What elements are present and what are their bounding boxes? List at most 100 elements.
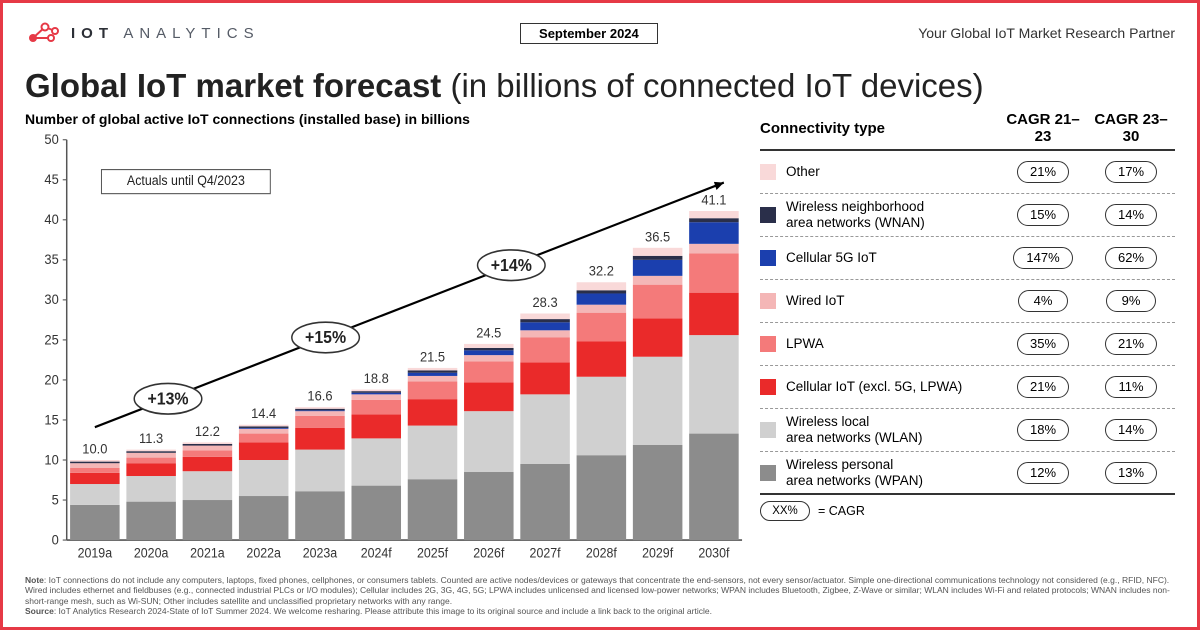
bar-wpan [126, 502, 176, 540]
legend-row: Other21%17% [760, 151, 1175, 194]
bar-wlan [239, 460, 289, 496]
bar-lpwa [183, 450, 233, 456]
legend-cagr2: 11% [1087, 376, 1175, 398]
brand-text: IOT ANALYTICS [71, 25, 260, 42]
bar-total-label: 11.3 [139, 430, 163, 446]
x-label: 2019a [78, 545, 113, 561]
legend-row: Wireless neighborhoodarea networks (WNAN… [760, 194, 1175, 237]
bar-wnan [408, 370, 458, 372]
bar-wlan [126, 476, 176, 502]
x-label: 2021a [190, 545, 225, 561]
bar-wnan [689, 218, 739, 222]
bar-lpwa [464, 362, 514, 383]
bar-lpwa [633, 285, 683, 319]
bar-wnan [183, 444, 233, 446]
bar-wired [183, 446, 233, 451]
svg-text:40: 40 [44, 212, 59, 228]
legend-body: Other21%17%Wireless neighborhoodarea net… [760, 151, 1175, 495]
svg-text:45: 45 [44, 172, 58, 188]
bar-total-label: 18.8 [364, 370, 389, 386]
bar-wlan [351, 438, 401, 485]
bar-wnan [70, 462, 120, 464]
bar-wnan [633, 256, 683, 260]
legend-cagr2: 14% [1087, 419, 1175, 441]
bar-other [183, 442, 233, 444]
source-text: : IoT Analytics Research 2024-State of I… [54, 606, 712, 616]
legend-cagr2: 21% [1087, 333, 1175, 355]
legend-cagr2: 14% [1087, 204, 1175, 226]
bar-wpan [520, 464, 570, 540]
bar-wlan [520, 394, 570, 464]
bar-wnan [239, 426, 289, 428]
x-label: 2030f [698, 545, 729, 561]
note-text: : IoT connections do not include any com… [25, 575, 1170, 606]
bar-wpan [689, 434, 739, 540]
bar-total-label: 21.5 [420, 349, 445, 365]
legend-swatch [760, 422, 776, 438]
bar-lpwa [126, 458, 176, 464]
bar-wpan [70, 505, 120, 540]
bar-wired [70, 463, 120, 468]
legend-cagr1: 12% [999, 462, 1087, 484]
legend-cagr2: 62% [1087, 247, 1175, 269]
x-label: 2029f [642, 545, 673, 561]
bar-wpan [183, 500, 233, 540]
bar-5g [351, 393, 401, 395]
legend-cagr1: 18% [999, 419, 1087, 441]
bar-other [351, 390, 401, 392]
bar-cell [183, 457, 233, 471]
bar-cell [295, 428, 345, 450]
legend-label: Cellular 5G IoT [786, 250, 999, 266]
bar-5g [464, 350, 514, 355]
source-label: Source [25, 606, 54, 616]
legend-label: Wireless personalarea networks (WPAN) [786, 457, 999, 488]
x-label: 2023a [303, 545, 338, 561]
legend-row: LPWA35%21% [760, 323, 1175, 366]
x-label: 2020a [134, 545, 169, 561]
bar-wpan [295, 491, 345, 540]
growth-pill-text: +13% [147, 389, 188, 409]
note-label: Note [25, 575, 44, 585]
bar-wired [464, 355, 514, 361]
legend-row: Wired IoT4%9% [760, 280, 1175, 323]
bar-wlan [70, 484, 120, 505]
bar-total-label: 36.5 [645, 229, 670, 245]
bar-wpan [239, 496, 289, 540]
svg-text:15: 15 [44, 412, 58, 428]
legend-cagr1: 15% [999, 204, 1087, 226]
bar-cell [633, 318, 683, 356]
bar-total-label: 12.2 [195, 423, 220, 439]
svg-text:5: 5 [52, 492, 59, 508]
logo-icon [25, 20, 61, 46]
legend-header: Connectivity type CAGR 21–23 CAGR 23–30 [760, 111, 1175, 151]
footnote: Note: IoT connections do not include any… [25, 575, 1175, 618]
legend-row: Cellular IoT (excl. 5G, LPWA)21%11% [760, 366, 1175, 409]
legend-swatch [760, 336, 776, 352]
bar-wnan [520, 319, 570, 322]
bar-wlan [408, 426, 458, 480]
page-title: Global IoT market forecast (in billions … [25, 67, 1175, 105]
brand: IOT ANALYTICS [25, 20, 260, 46]
bar-lpwa [295, 416, 345, 428]
stacked-area-chart: 0510152025303540455010.02019a11.32020a12… [25, 131, 750, 569]
bar-wlan [295, 450, 345, 492]
legend-swatch [760, 250, 776, 266]
bar-total-label: 32.2 [589, 263, 614, 279]
bar-other [70, 460, 120, 462]
bar-wpan [464, 472, 514, 540]
legend-label: Wireless localarea networks (WLAN) [786, 414, 999, 445]
bar-wlan [577, 377, 627, 455]
x-label: 2025f [417, 545, 448, 561]
bar-other [126, 450, 176, 452]
legend-label: Wired IoT [786, 293, 999, 309]
tagline: Your Global IoT Market Research Partner [918, 25, 1175, 41]
legend-row: Cellular 5G IoT147%62% [760, 237, 1175, 280]
bar-cell [520, 362, 570, 394]
chart-subtitle: Number of global active IoT connections … [25, 111, 750, 127]
bar-wpan [408, 479, 458, 540]
cagr-symbol: XX% [760, 501, 810, 521]
bar-total-label: 14.4 [251, 406, 277, 422]
bar-5g [408, 373, 458, 376]
bar-lpwa [351, 400, 401, 414]
bar-total-label: 24.5 [476, 325, 501, 341]
